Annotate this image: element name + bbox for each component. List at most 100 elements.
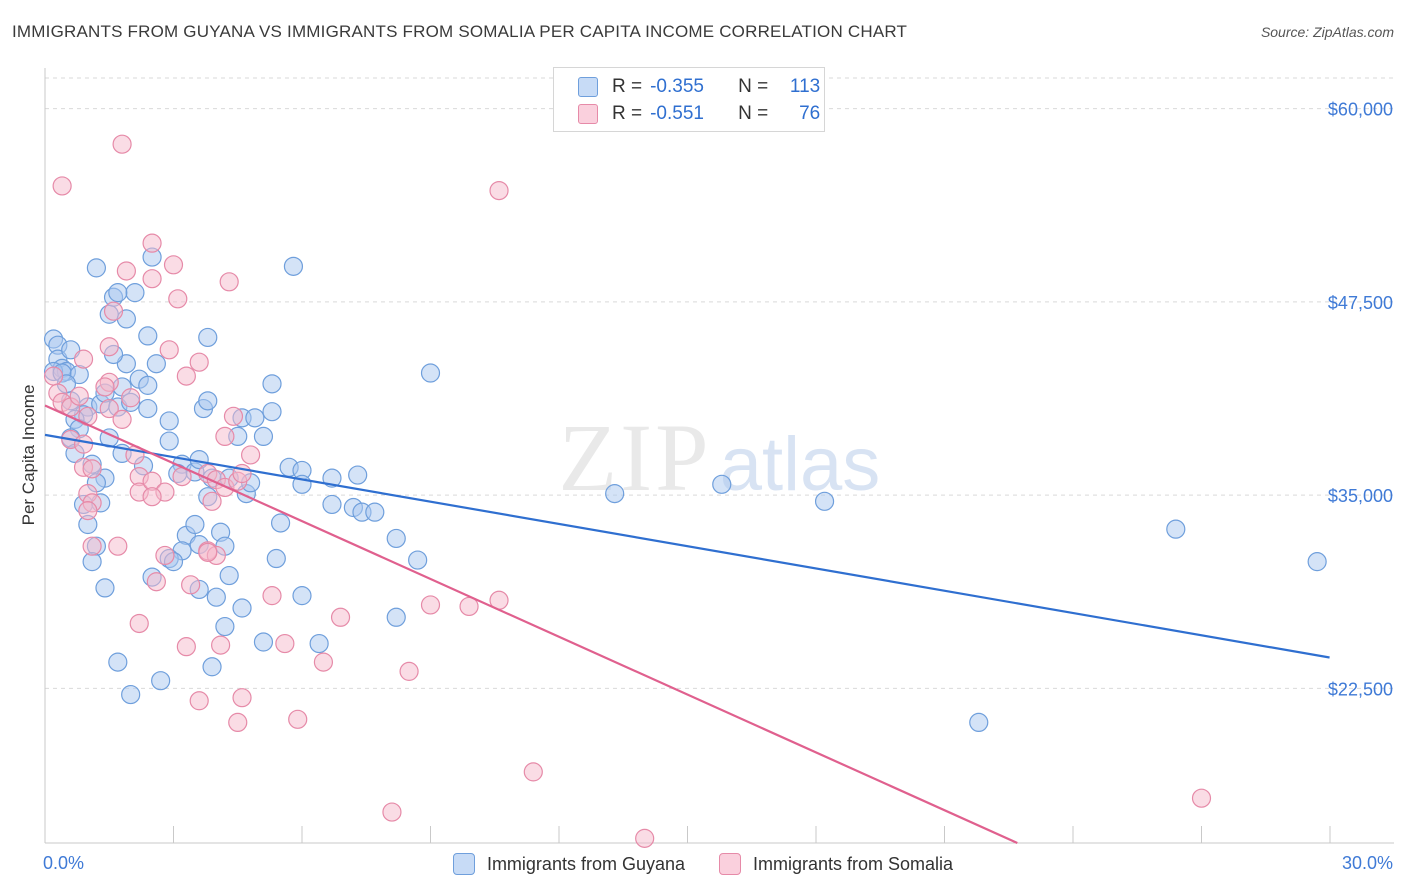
guyana-point xyxy=(365,502,385,522)
watermark-zip: ZIP xyxy=(559,404,712,511)
somalia-point xyxy=(116,261,136,281)
somalia-point xyxy=(241,445,261,465)
somalia-point xyxy=(103,301,124,321)
somalia-point xyxy=(155,545,175,566)
n-label: N = xyxy=(738,76,769,97)
somalia-point xyxy=(168,289,188,309)
guyana-point xyxy=(408,550,428,570)
somalia-point xyxy=(82,459,102,479)
somalia-point xyxy=(382,802,402,822)
somalia-point xyxy=(108,536,128,556)
guyana-point xyxy=(219,565,239,586)
guyana-point xyxy=(420,363,441,383)
guyana-point xyxy=(309,633,329,654)
y-tick-label: $47,500 xyxy=(1328,293,1393,313)
guyana-point xyxy=(159,411,179,431)
r-value: -0.551 xyxy=(650,103,704,124)
guyana-point xyxy=(322,494,342,515)
guyana-point xyxy=(146,354,166,374)
guyana-point xyxy=(198,391,218,411)
somalia-point xyxy=(489,180,509,201)
guyana-point xyxy=(206,587,226,607)
somalia-point xyxy=(146,572,166,592)
somalia-point xyxy=(129,613,149,634)
somalia-point xyxy=(223,406,244,426)
somalia-point xyxy=(313,652,334,672)
guyana-point xyxy=(61,340,81,360)
guyana-point xyxy=(969,712,989,733)
somalia-point xyxy=(275,633,295,654)
guyana-point xyxy=(116,354,136,374)
guyana-point xyxy=(348,465,368,485)
somalia-point xyxy=(1191,788,1212,808)
data-points xyxy=(43,134,1327,848)
somalia-point xyxy=(399,661,419,681)
trend-lines xyxy=(44,404,1330,845)
somalia-point xyxy=(121,388,141,408)
guyana-point xyxy=(198,327,218,348)
guyana-point xyxy=(386,607,406,627)
gridlines xyxy=(45,77,1394,689)
guyana-point xyxy=(138,375,158,395)
guyana-point xyxy=(86,258,107,278)
somalia-point xyxy=(176,637,196,657)
y-tick-label: $60,000 xyxy=(1328,100,1393,120)
legend-item-guyana[interactable]: Immigrants from Guyana xyxy=(452,853,685,875)
somalia-point xyxy=(95,377,115,397)
guyana-point xyxy=(283,256,304,276)
somalia-point xyxy=(163,255,184,275)
somalia-point xyxy=(82,536,102,556)
guyana-point xyxy=(1166,519,1186,539)
x-tick-label: 30.0% xyxy=(1342,853,1393,873)
guyana-point xyxy=(605,484,625,504)
correlation-legend: R = -0.355 N = 113 R = -0.551 N = 76 xyxy=(553,67,825,132)
somalia-point xyxy=(142,487,162,507)
guyana-point xyxy=(292,586,312,606)
x-tick-label: 0.0% xyxy=(43,853,84,873)
guyana-point xyxy=(814,491,835,511)
guyana-point xyxy=(232,598,252,618)
legend-row-guyana: R = -0.355 N = 113 xyxy=(578,74,820,100)
guyana-point xyxy=(202,657,222,677)
somalia-point xyxy=(202,491,222,511)
r-label: R = xyxy=(612,103,643,124)
somalia-point xyxy=(330,607,351,627)
guyana-point xyxy=(253,426,274,447)
somalia-point xyxy=(73,349,94,369)
somalia-point xyxy=(73,434,94,454)
guyana-point xyxy=(270,513,291,533)
somalia-point xyxy=(112,134,132,154)
guyana-point xyxy=(121,684,141,705)
somalia-point xyxy=(181,575,201,595)
guyana-point xyxy=(125,283,145,303)
y-tick-label: $35,000 xyxy=(1328,486,1393,506)
somalia-point xyxy=(142,269,162,289)
guyana-point xyxy=(245,408,265,428)
somalia-point xyxy=(420,595,441,615)
somalia-point xyxy=(99,337,119,357)
somalia-point xyxy=(52,176,72,196)
source-label: Source: ZipAtlas.com xyxy=(1260,24,1394,40)
guyana-swatch xyxy=(452,853,475,875)
somalia-point xyxy=(262,586,282,606)
n-value: 113 xyxy=(789,76,821,97)
somalia-swatch xyxy=(578,104,598,124)
watermark: ZIP atlas xyxy=(559,404,881,511)
guyana-point xyxy=(266,548,286,569)
legend-item-somalia[interactable]: Immigrants from Somalia xyxy=(719,853,953,875)
guyana-point xyxy=(215,616,235,637)
somalia-point xyxy=(219,272,239,292)
somalia-point xyxy=(189,691,209,711)
somalia-point xyxy=(215,426,235,447)
guyana-trend-line xyxy=(44,433,1330,659)
somalia-point xyxy=(635,828,655,848)
guyana-point xyxy=(95,578,115,598)
legend-label-somalia: Immigrants from Somalia xyxy=(753,853,954,874)
legend-label-guyana: Immigrants from Guyana xyxy=(486,853,685,874)
guyana-swatch xyxy=(578,77,598,97)
y-tick-label: $22,500 xyxy=(1328,679,1393,699)
n-value: 76 xyxy=(799,103,821,124)
somalia-point xyxy=(78,501,98,521)
guyana-point xyxy=(108,283,128,303)
